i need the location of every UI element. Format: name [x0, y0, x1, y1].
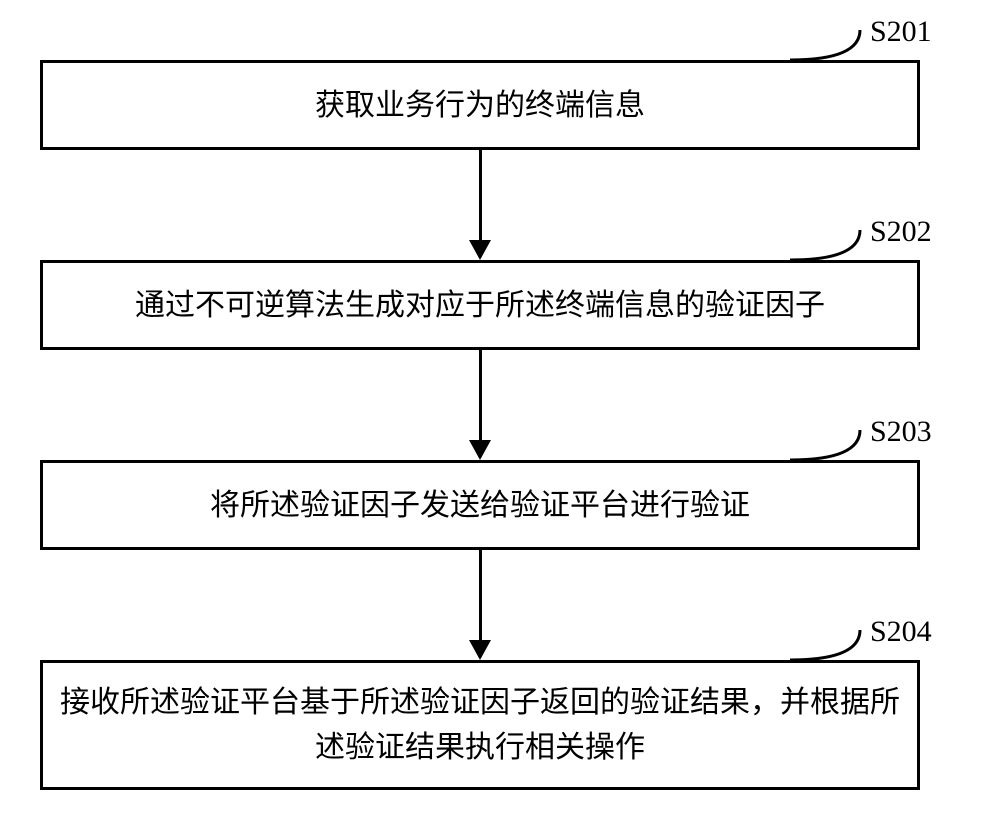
callout-s204: [0, 0, 1000, 827]
connector-2-arrow: [469, 440, 491, 460]
connector-3-arrow: [469, 640, 491, 660]
connector-2-line: [479, 350, 482, 440]
connector-3-line: [479, 550, 482, 640]
callout-path: [790, 630, 860, 660]
flowchart-canvas: 获取业务行为的终端信息 通过不可逆算法生成对应于所述终端信息的验证因子 将所述验…: [0, 0, 1000, 827]
connector-1-line: [479, 150, 482, 240]
connector-1-arrow: [469, 240, 491, 260]
